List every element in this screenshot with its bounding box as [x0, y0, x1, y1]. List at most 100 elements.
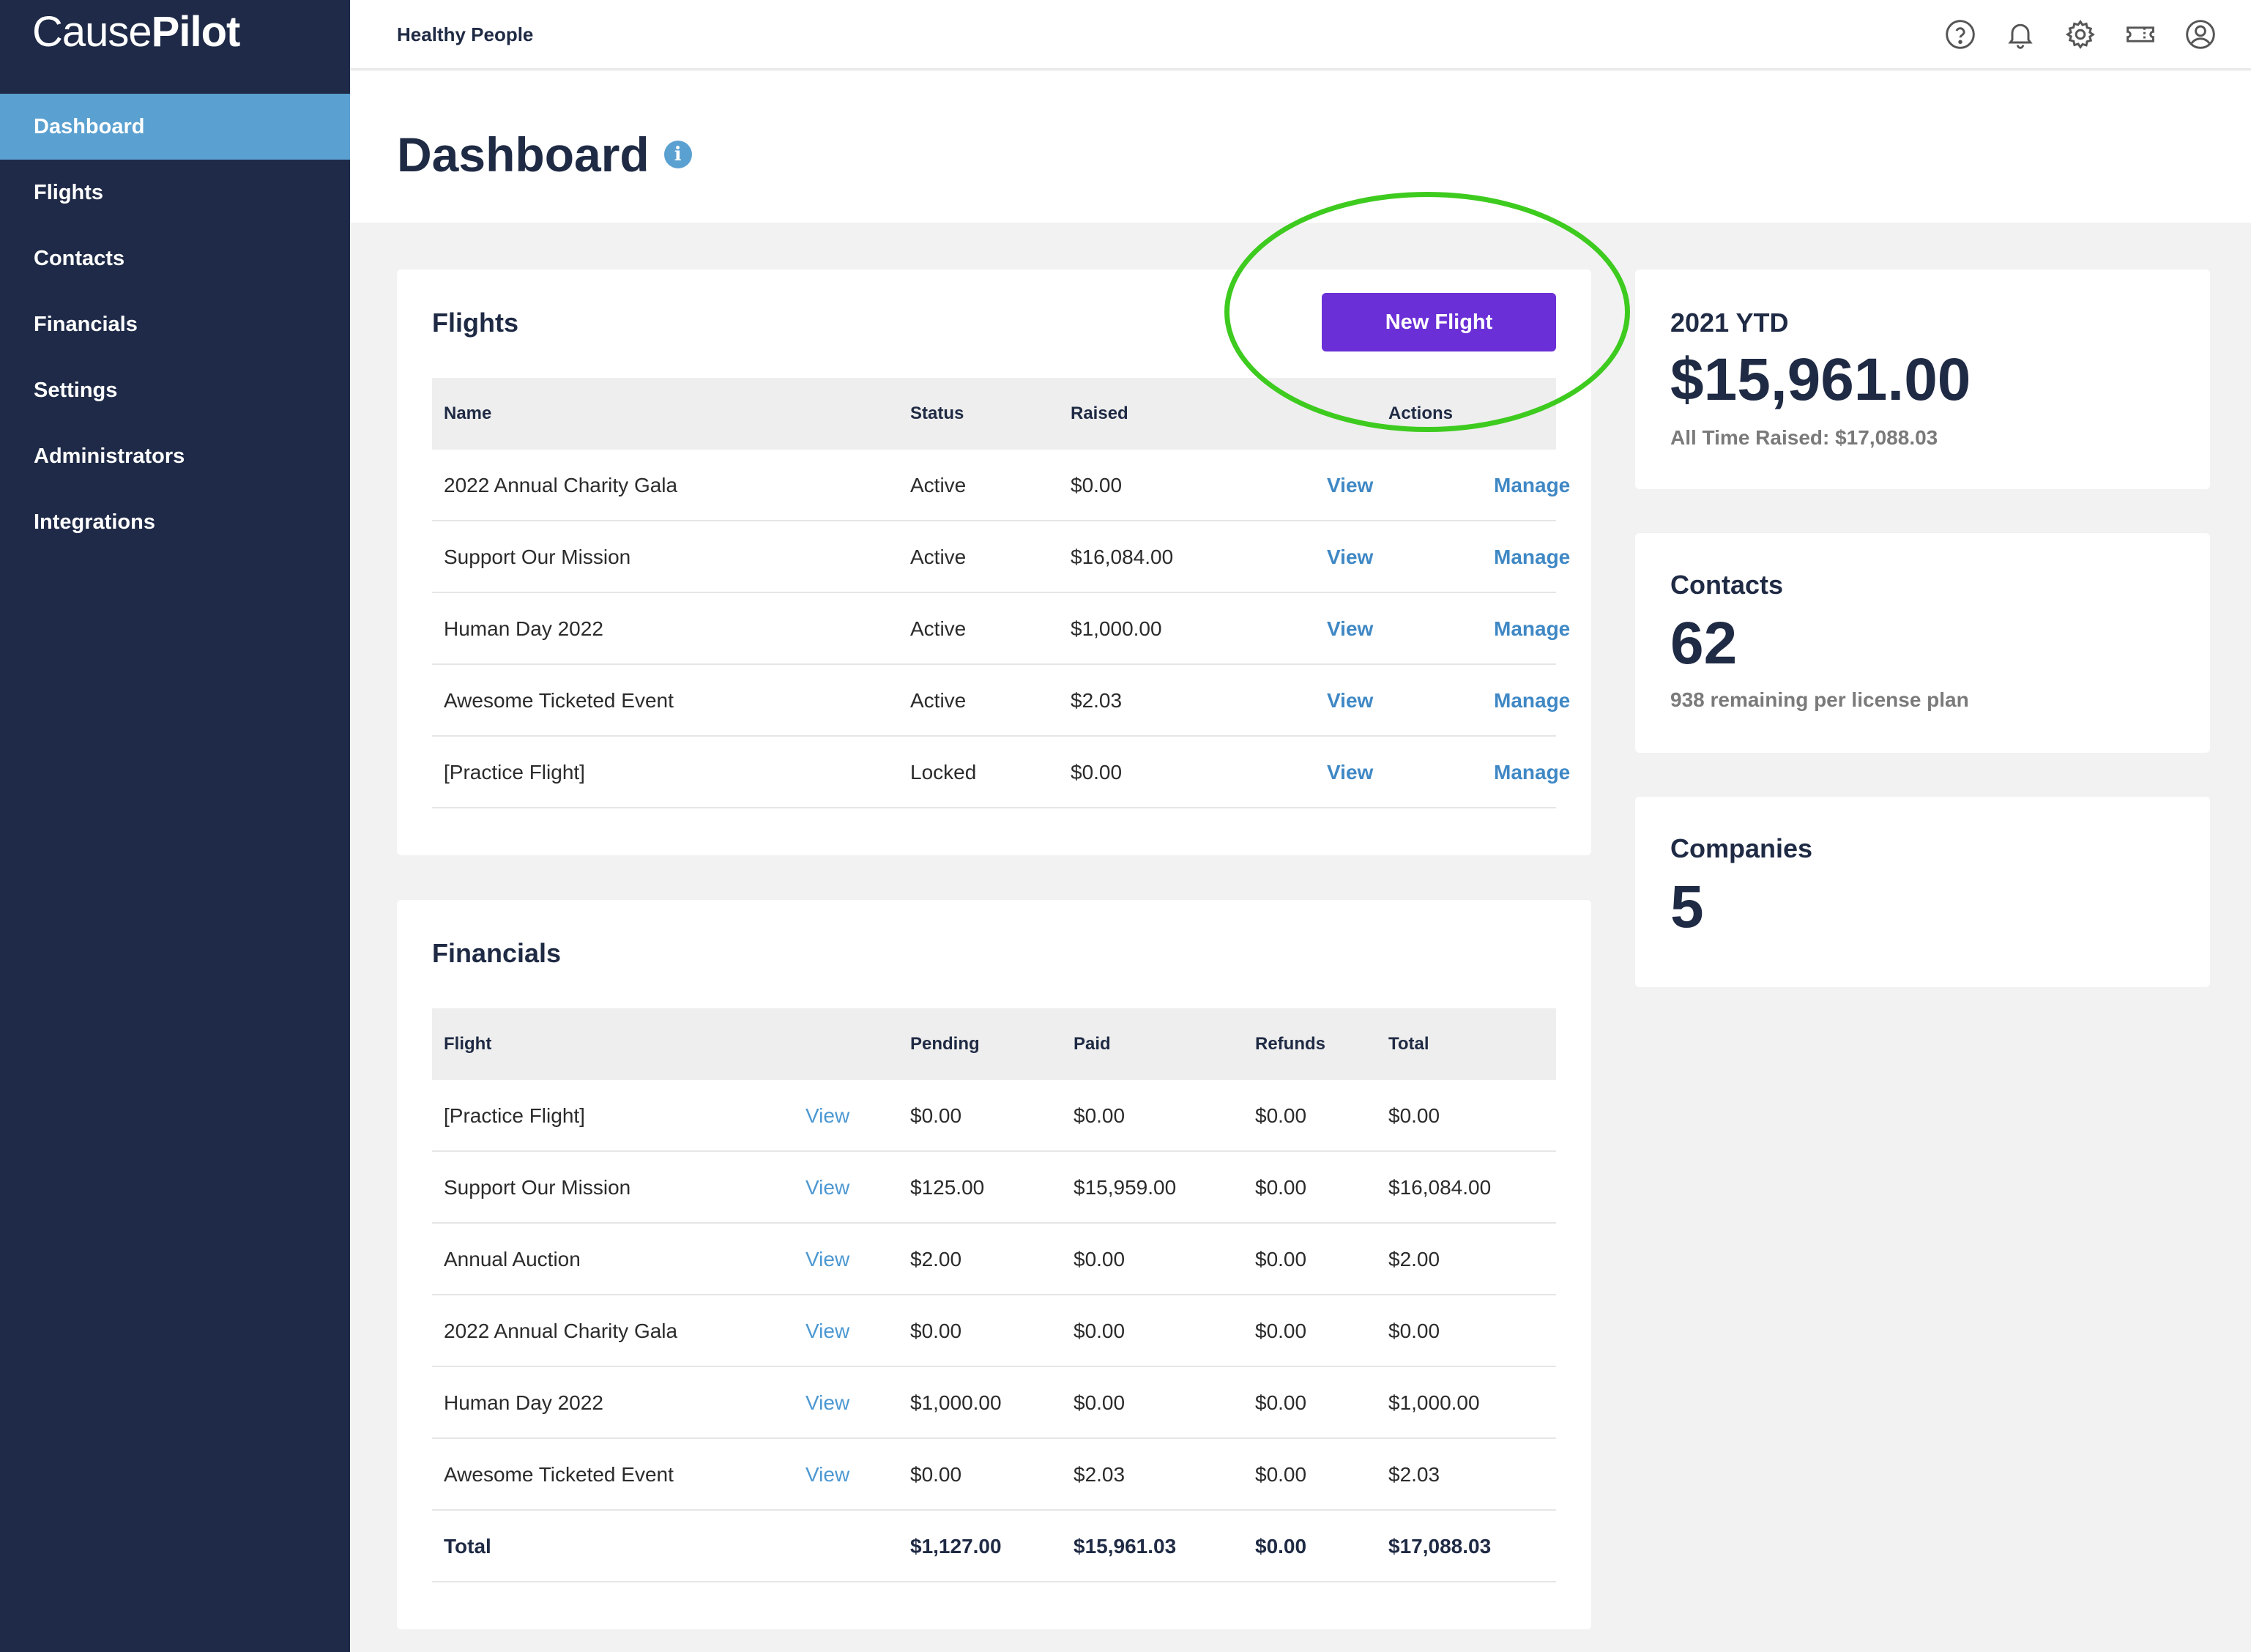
paid-amount: $0.00: [1074, 1391, 1126, 1414]
refunds-amount: $0.00: [1255, 1104, 1307, 1127]
table-row: [Practice Flight] Locked $0.00 View Mana…: [432, 737, 1570, 808]
flight-status: Locked: [910, 761, 977, 784]
total-amount: $2.03: [1388, 1463, 1440, 1486]
sidebar-item-administrators[interactable]: Administrators: [0, 423, 350, 489]
contacts-card: Contacts 62 938 remaining per license pl…: [1635, 533, 2210, 753]
column-header-status[interactable]: Status: [910, 403, 964, 423]
view-link[interactable]: View: [1327, 474, 1374, 496]
flight-name: 2022 Annual Charity Gala: [444, 474, 678, 496]
financials-total-row: Total $1,127.00 $15,961.03 $0.00 $17,088…: [432, 1511, 1556, 1582]
financials-table-header: Flight Pending Paid Refunds Total: [432, 1008, 1556, 1080]
flight-name: Support Our Mission: [444, 546, 631, 568]
flight-raised: $0.00: [1071, 761, 1123, 784]
financial-flight-name: [Practice Flight]: [444, 1104, 585, 1127]
gear-icon[interactable]: [2064, 18, 2097, 51]
sidebar-item-integrations[interactable]: Integrations: [0, 489, 350, 555]
pending-amount: $2.00: [910, 1248, 962, 1270]
view-link[interactable]: View: [1327, 761, 1374, 784]
paid-amount: $0.00: [1074, 1320, 1126, 1342]
flight-name: Awesome Ticketed Event: [444, 689, 674, 712]
all-time-raised: All Time Raised: $17,088.03: [1670, 426, 1938, 449]
ytd-card: 2021 YTD $15,961.00 All Time Raised: $17…: [1635, 269, 2210, 489]
total-amount: $1,000.00: [1388, 1391, 1480, 1414]
flight-status: Active: [910, 474, 967, 496]
ticket-icon[interactable]: [2124, 18, 2157, 51]
flights-table: Name Status Raised Actions 2022 Annual C…: [432, 378, 1570, 808]
sidebar-item-label: Integrations: [34, 510, 155, 534]
companies-card: Companies 5: [1635, 797, 2210, 987]
table-row: [Practice Flight] View $0.00 $0.00 $0.00…: [432, 1080, 1556, 1152]
contacts-label: Contacts: [1670, 570, 1784, 600]
view-link[interactable]: View: [1327, 617, 1374, 640]
pending-amount: $0.00: [910, 1463, 962, 1486]
table-row: Human Day 2022 View $1,000.00 $0.00 $0.0…: [432, 1367, 1556, 1439]
sidebar-item-label: Flights: [34, 180, 104, 204]
manage-link[interactable]: Manage: [1494, 546, 1571, 568]
bell-icon[interactable]: [2003, 18, 2037, 51]
paid-amount: $2.03: [1074, 1463, 1126, 1486]
column-header-flight[interactable]: Flight: [444, 1034, 492, 1054]
financials-table: Flight Pending Paid Refunds Total [Pract…: [432, 1008, 1556, 1582]
column-header-name[interactable]: Name: [444, 403, 492, 423]
refunds-amount: $0.00: [1255, 1463, 1307, 1486]
sidebar-item-flights[interactable]: Flights: [0, 160, 350, 226]
column-header-total[interactable]: Total: [1388, 1034, 1429, 1054]
new-flight-button[interactable]: New Flight: [1322, 293, 1556, 351]
sidebar-item-contacts[interactable]: Contacts: [0, 226, 350, 291]
view-link[interactable]: View: [805, 1104, 850, 1127]
view-link[interactable]: View: [805, 1391, 850, 1414]
view-link[interactable]: View: [1327, 689, 1374, 712]
financial-flight-name: Human Day 2022: [444, 1391, 603, 1414]
sidebar-item-label: Settings: [34, 378, 118, 402]
paid-amount: $0.00: [1074, 1248, 1126, 1270]
manage-link[interactable]: Manage: [1494, 761, 1571, 784]
info-icon[interactable]: i: [663, 141, 692, 168]
organization-name: Healthy People: [397, 23, 534, 45]
flight-status: Active: [910, 546, 967, 568]
refunds-amount: $0.00: [1255, 1248, 1307, 1270]
top-bar-icons: [1943, 18, 2217, 51]
causepilot-logo[interactable]: Cause Pilot: [32, 6, 241, 57]
manage-link[interactable]: Manage: [1494, 474, 1571, 496]
manage-link[interactable]: Manage: [1494, 689, 1571, 712]
page-title: Dashboard i: [397, 127, 692, 182]
total-pending: $1,127.00: [910, 1535, 1002, 1558]
column-header-paid[interactable]: Paid: [1074, 1034, 1111, 1054]
logo-text-bold: Pilot: [151, 7, 241, 56]
view-link[interactable]: View: [805, 1320, 850, 1342]
sidebar-item-dashboard[interactable]: Dashboard: [0, 94, 350, 160]
total-amount: $0.00: [1388, 1104, 1440, 1127]
total-paid: $15,961.03: [1074, 1535, 1177, 1558]
sidebar-item-settings[interactable]: Settings: [0, 357, 350, 423]
sidebar-item-label: Administrators: [34, 444, 185, 468]
flight-status: Active: [910, 689, 967, 712]
flight-status: Active: [910, 617, 967, 640]
column-header-refunds[interactable]: Refunds: [1255, 1034, 1325, 1054]
contacts-value: 62: [1670, 610, 1738, 677]
table-row: Awesome Ticketed Event View $0.00 $2.03 …: [432, 1439, 1556, 1511]
manage-link[interactable]: Manage: [1494, 617, 1571, 640]
page-header: Dashboard i: [350, 71, 2251, 223]
view-link[interactable]: View: [805, 1463, 850, 1486]
table-row: Support Our Mission Active $16,084.00 Vi…: [432, 521, 1570, 593]
companies-value: 5: [1670, 874, 1704, 940]
table-row: Awesome Ticketed Event Active $2.03 View…: [432, 665, 1570, 737]
total-amount: $0.00: [1388, 1320, 1440, 1342]
view-link[interactable]: View: [805, 1248, 850, 1270]
pending-amount: $1,000.00: [910, 1391, 1002, 1414]
financial-flight-name: Support Our Mission: [444, 1176, 631, 1199]
pending-amount: $0.00: [910, 1104, 962, 1127]
column-header-pending[interactable]: Pending: [910, 1034, 980, 1054]
paid-amount: $0.00: [1074, 1104, 1126, 1127]
view-link[interactable]: View: [1327, 546, 1374, 568]
sidebar-item-financials[interactable]: Financials: [0, 291, 350, 357]
flights-card: Flights New Flight Name Status Raised Ac…: [397, 269, 1591, 855]
user-icon[interactable]: [2184, 18, 2217, 51]
table-row: 2022 Annual Charity Gala View $0.00 $0.0…: [432, 1295, 1556, 1367]
view-link[interactable]: View: [805, 1176, 850, 1199]
flight-raised: $1,000.00: [1071, 617, 1162, 640]
column-header-raised[interactable]: Raised: [1071, 403, 1128, 423]
help-icon[interactable]: [1943, 18, 1977, 51]
paid-amount: $15,959.00: [1074, 1176, 1177, 1199]
companies-label: Companies: [1670, 833, 1813, 863]
